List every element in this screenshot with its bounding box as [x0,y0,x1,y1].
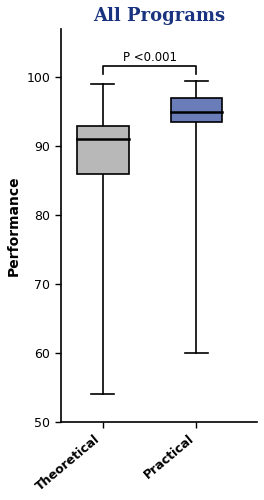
Title: All Programs: All Programs [93,7,225,25]
Bar [171,98,222,122]
Bar [77,126,129,174]
Y-axis label: Performance: Performance [7,175,21,276]
Text: P <0.001: P <0.001 [122,52,177,64]
